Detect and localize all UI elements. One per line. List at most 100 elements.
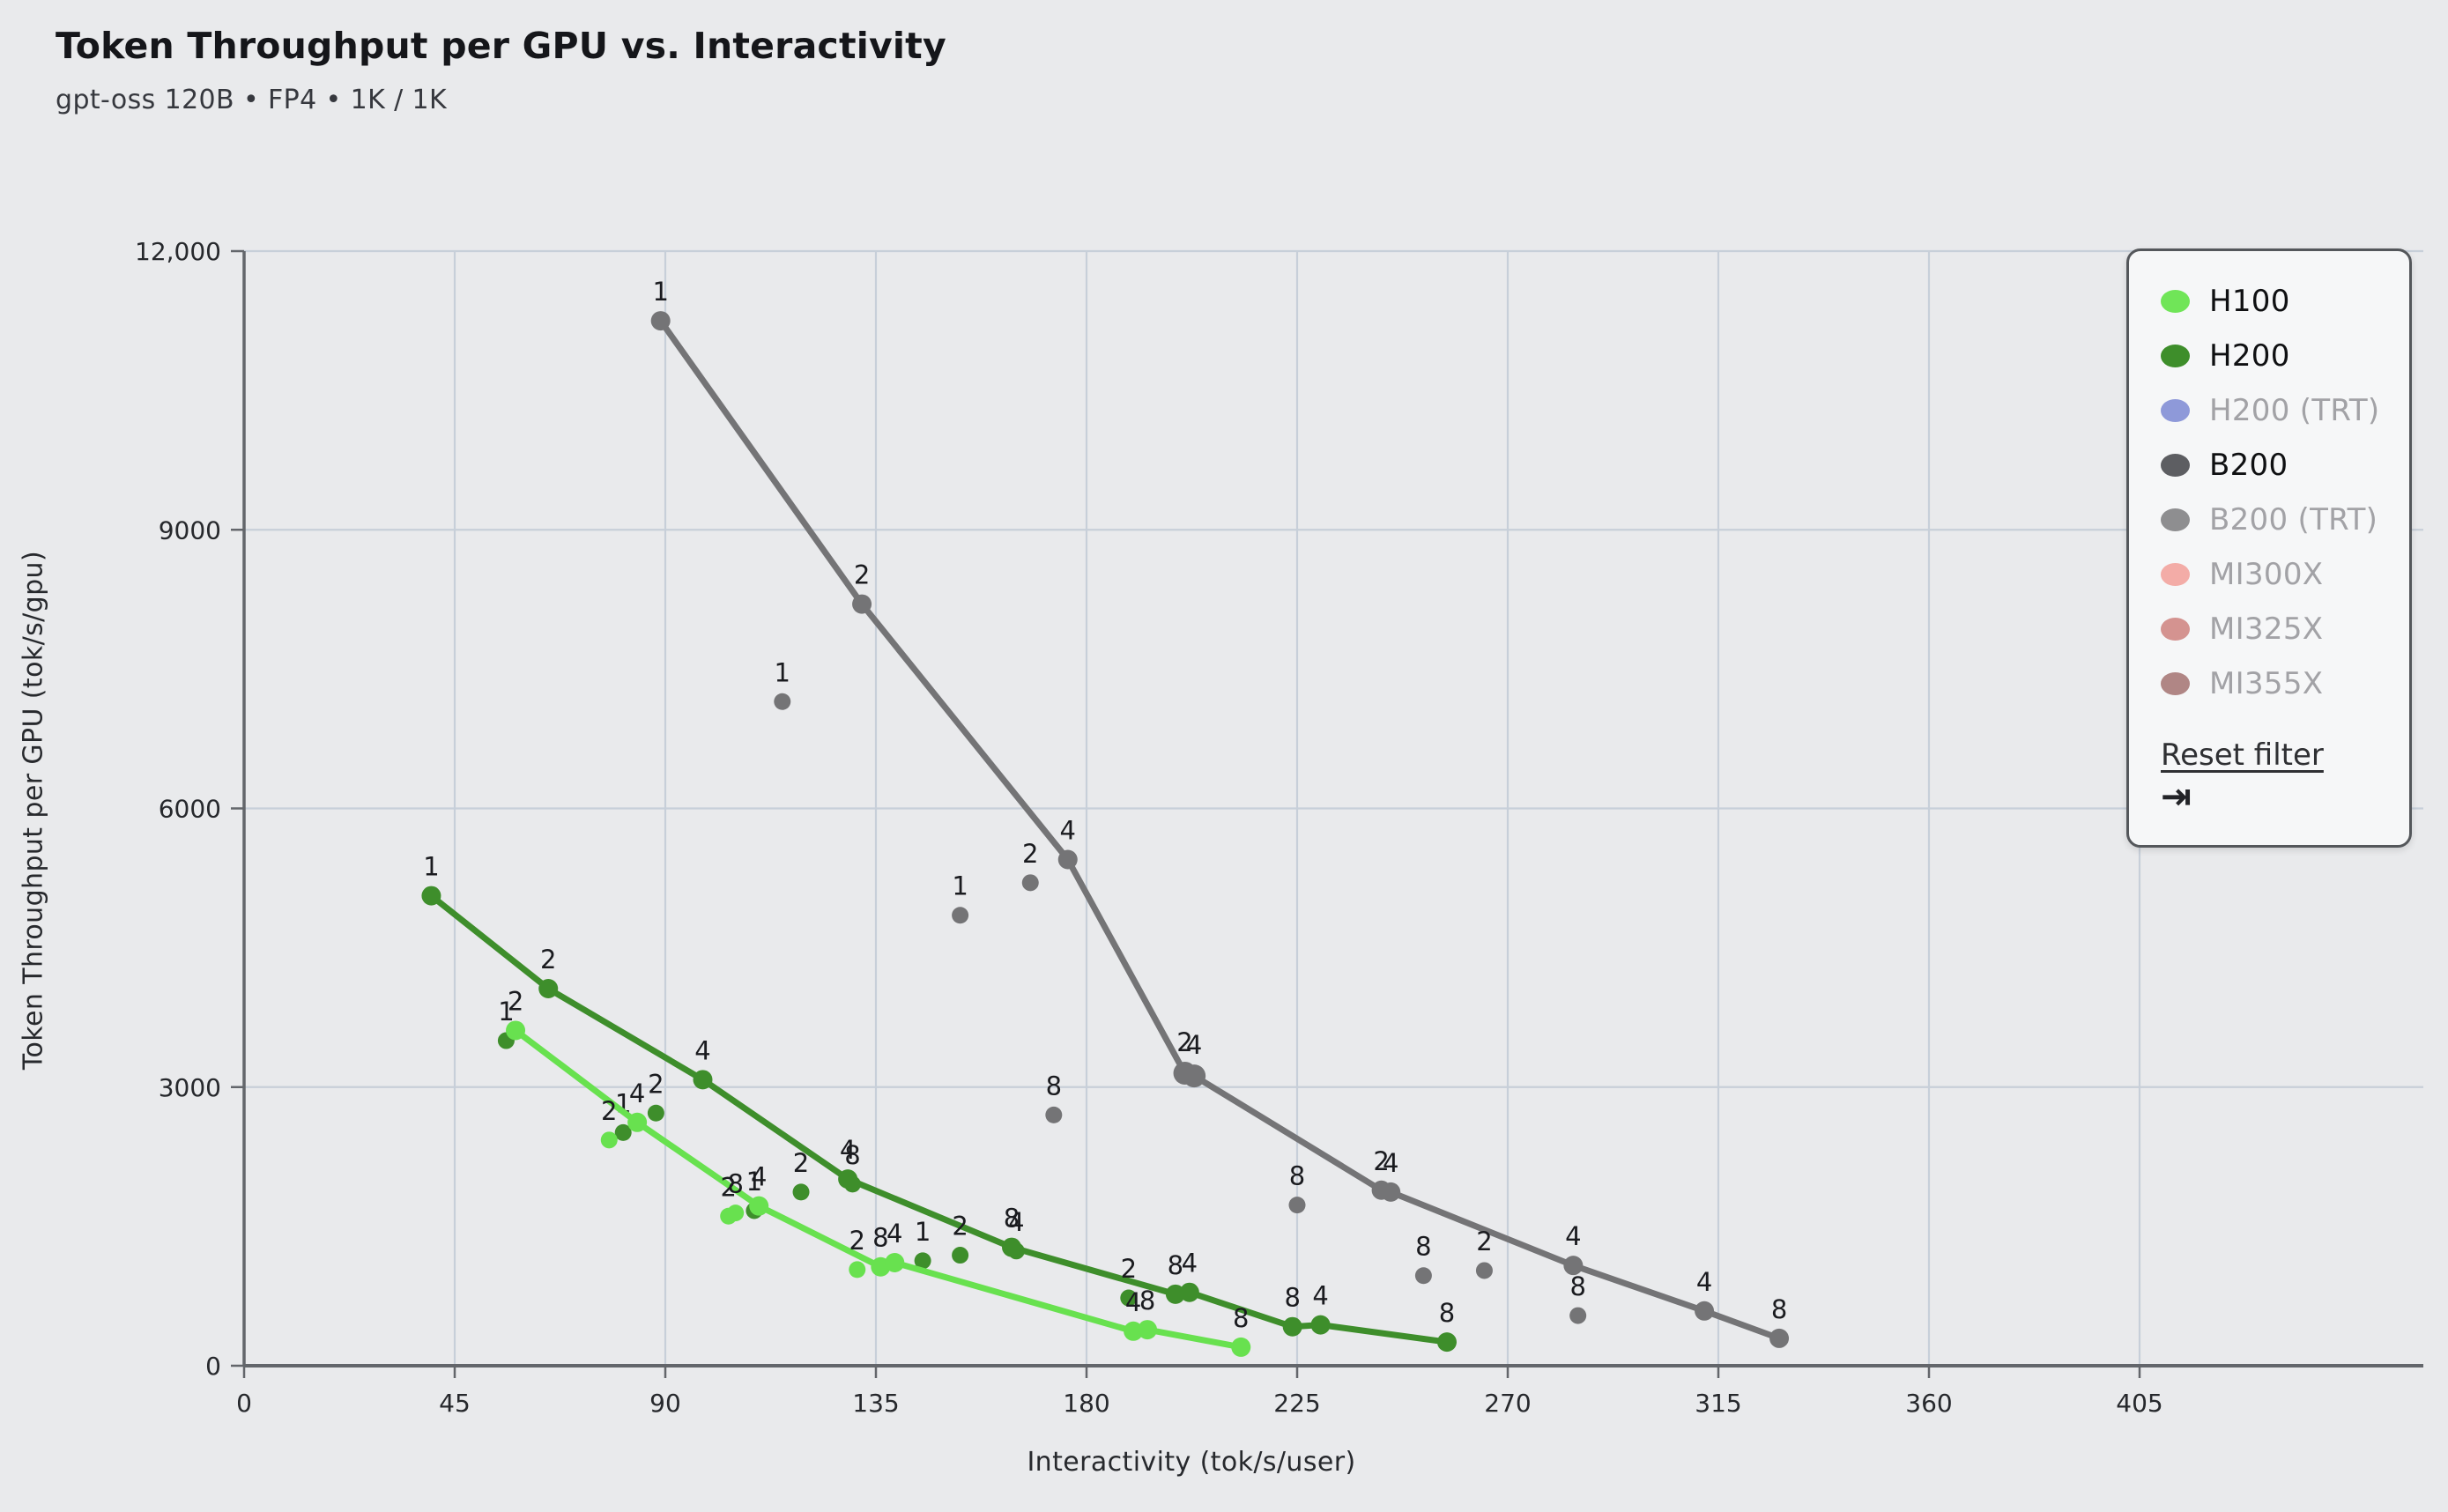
data-point-b200[interactable]	[1475, 1262, 1493, 1279]
data-point-h200[interactable]	[792, 1183, 810, 1201]
data-point-b200[interactable]	[774, 693, 791, 710]
point-label: 4	[751, 1162, 767, 1192]
legend-swatch-icon	[2161, 399, 2190, 422]
point-label: 4	[1696, 1267, 1712, 1297]
data-point-b200[interactable]	[952, 907, 969, 924]
data-point-h200[interactable]	[538, 979, 559, 999]
data-point-h200[interactable]	[1310, 1315, 1331, 1335]
data-point-b200[interactable]	[1045, 1106, 1063, 1123]
legend-item-h200-trt[interactable]: H200 (TRT)	[2161, 383, 2409, 438]
point-label: 2	[508, 986, 523, 1016]
point-label: 2	[1022, 839, 1038, 869]
point-label: 4	[1565, 1221, 1581, 1251]
point-label: 8	[1289, 1161, 1305, 1191]
x-tick-label: 135	[852, 1389, 899, 1418]
data-point-h200[interactable]	[952, 1247, 969, 1264]
point-label: 2	[1373, 1146, 1389, 1176]
data-point-b200[interactable]	[852, 594, 872, 614]
point-label: 8	[1771, 1294, 1787, 1324]
legend-item-label: H200	[2209, 338, 2290, 374]
data-point-h100[interactable]	[727, 1204, 745, 1222]
point-label: 2	[1176, 1027, 1192, 1057]
y-tick-label: 3000	[159, 1073, 221, 1102]
data-point-h100[interactable]	[600, 1131, 618, 1149]
data-point-h200[interactable]	[421, 886, 441, 906]
point-label: 8	[1046, 1071, 1062, 1101]
data-point-h200[interactable]	[1179, 1282, 1199, 1302]
data-point-h200[interactable]	[1120, 1289, 1138, 1307]
data-point-b200[interactable]	[1695, 1301, 1715, 1321]
chart-title: Token Throughput per GPU vs. Interactivi…	[56, 25, 946, 67]
data-point-h200[interactable]	[1007, 1242, 1025, 1260]
legend-item-label: H100	[2209, 284, 2290, 319]
data-point-h100[interactable]	[749, 1196, 769, 1216]
point-label: 4	[840, 1135, 856, 1165]
data-point-b200[interactable]	[1769, 1328, 1790, 1348]
data-point-b200[interactable]	[1183, 1064, 1206, 1088]
point-label: 8	[1168, 1250, 1183, 1280]
point-label: 4	[1060, 815, 1076, 845]
series-line-b200	[657, 317, 1783, 1342]
data-point-b200[interactable]	[1569, 1307, 1587, 1324]
data-point-b200[interactable]	[1414, 1267, 1432, 1285]
y-tick-label: 9000	[159, 515, 221, 545]
data-point-h100[interactable]	[1138, 1320, 1158, 1340]
y-tick-label: 12,000	[135, 237, 221, 266]
point-label: 1	[498, 997, 514, 1027]
data-point-b200[interactable]	[650, 311, 671, 331]
x-tick-label: 405	[2116, 1389, 2162, 1418]
legend-swatch-icon	[2161, 345, 2190, 367]
point-label: 1	[652, 277, 668, 307]
legend-item-h100[interactable]: H100	[2161, 274, 2409, 329]
reset-filter-link[interactable]: Reset filter	[2161, 737, 2324, 773]
legend-item-label: H200 (TRT)	[2209, 393, 2380, 428]
data-point-b200[interactable]	[1288, 1197, 1306, 1214]
data-point-b200[interactable]	[1563, 1256, 1584, 1276]
point-label: 8	[1139, 1286, 1155, 1316]
legend-item-mi355x[interactable]: MI355X	[2161, 656, 2409, 711]
legend-item-b200-trt[interactable]: B200 (TRT)	[2161, 493, 2409, 547]
point-label: 1	[952, 871, 968, 901]
data-point-h100[interactable]	[849, 1261, 866, 1279]
point-label: 4	[1008, 1207, 1024, 1237]
data-point-h100[interactable]	[627, 1112, 648, 1132]
x-tick-label: 315	[1695, 1389, 1741, 1418]
chart-subtitle: gpt-oss 120B • FP4 • 1K / 1K	[56, 85, 448, 115]
legend-item-h200[interactable]: H200	[2161, 329, 2409, 383]
data-point-h200[interactable]	[614, 1123, 632, 1141]
data-point-h100[interactable]	[1124, 1321, 1144, 1341]
legend-item-b200[interactable]: B200	[2161, 438, 2409, 493]
point-label: 4	[694, 1035, 710, 1065]
point-label: 4	[1125, 1287, 1141, 1317]
data-point-h200[interactable]	[914, 1252, 931, 1270]
legend-item-mi325x[interactable]: MI325X	[2161, 602, 2409, 656]
data-point-h200[interactable]	[1436, 1332, 1457, 1353]
point-label: 1	[775, 657, 790, 687]
data-point-h200[interactable]	[647, 1104, 664, 1122]
data-point-h100[interactable]	[506, 1020, 526, 1041]
data-point-h200[interactable]	[693, 1070, 713, 1090]
data-point-h100[interactable]	[885, 1252, 905, 1272]
legend-swatch-icon	[2161, 454, 2190, 477]
data-point-h100[interactable]	[1231, 1337, 1251, 1357]
data-point-h200[interactable]	[1282, 1316, 1302, 1337]
point-label: 2	[601, 1096, 617, 1126]
x-tick-label: 90	[649, 1389, 681, 1418]
x-axis-title: Interactivity (tok/s/user)	[1027, 1447, 1356, 1478]
legend-item-mi300x[interactable]: MI300X	[2161, 547, 2409, 602]
x-tick-label: 45	[439, 1389, 471, 1418]
point-label: 8	[1004, 1204, 1020, 1234]
point-label: 4	[1312, 1281, 1328, 1311]
data-point-h200[interactable]	[843, 1175, 861, 1193]
data-point-b200[interactable]	[1381, 1182, 1401, 1202]
data-point-b200[interactable]	[1057, 849, 1078, 870]
legend-swatch-icon	[2161, 290, 2190, 313]
point-label: 2	[854, 560, 870, 590]
data-point-b200[interactable]	[1021, 874, 1039, 892]
legend-item-label: MI300X	[2209, 557, 2324, 592]
collapse-legend-icon[interactable]: ⇥	[2161, 775, 2192, 818]
x-tick-label: 270	[1484, 1389, 1531, 1418]
legend-swatch-icon	[2161, 618, 2190, 641]
point-label: 2	[849, 1226, 865, 1256]
